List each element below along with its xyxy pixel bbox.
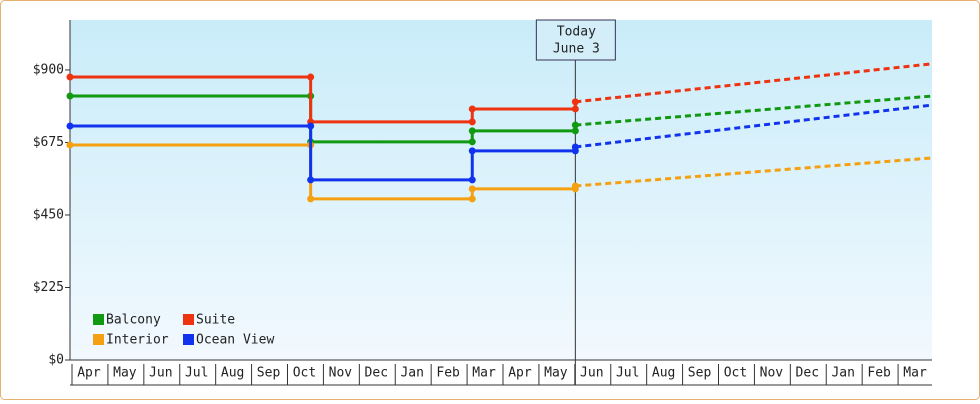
x-tick-label: Oct (293, 366, 316, 381)
marker (571, 127, 579, 135)
x-tick-label: Apr (77, 366, 101, 381)
x-tick-label: Jan (400, 366, 423, 381)
x-tick-label: Jan (831, 366, 854, 381)
today-box (535, 19, 616, 61)
marker (66, 141, 74, 149)
marker (468, 138, 476, 146)
x-tick-label: Dec (796, 366, 819, 381)
x-tick-label: Dec (365, 366, 388, 381)
marker (468, 127, 476, 135)
legend-swatch (93, 314, 104, 325)
marker (66, 92, 74, 100)
legend-label: Balcony (106, 313, 161, 328)
legend-label: Interior (106, 333, 169, 348)
y-tick-label: $0 (48, 353, 64, 368)
x-tick-label: Jun (149, 366, 172, 381)
marker (66, 73, 74, 81)
x-tick-label: Jul (185, 366, 208, 381)
y-tick-label: $450 (33, 207, 64, 222)
marker (307, 176, 315, 184)
x-tick-label: May (544, 366, 568, 381)
legend-label: Ocean View (196, 333, 274, 348)
marker (307, 73, 315, 81)
x-tick-label: Feb (867, 366, 891, 381)
x-tick-label: Nov (760, 366, 784, 381)
x-tick-label: Jun (580, 366, 603, 381)
x-tick-label: Oct (724, 366, 747, 381)
y-tick-label: $675 (33, 135, 64, 150)
x-tick-label: Feb (436, 366, 460, 381)
legend-swatch (183, 334, 194, 345)
marker (468, 176, 476, 184)
x-tick-label: Jul (616, 366, 639, 381)
x-tick-label: Sep (257, 366, 281, 381)
marker (468, 118, 476, 126)
legend-swatch (183, 314, 194, 325)
x-tick-label: Aug (652, 366, 675, 381)
legend-swatch (93, 334, 104, 345)
x-tick-label: Apr (508, 366, 532, 381)
marker (468, 185, 476, 193)
legend-label: Suite (196, 313, 235, 328)
today-label: Today (557, 25, 596, 40)
x-tick-label: Aug (221, 366, 244, 381)
marker (307, 122, 315, 130)
x-tick-label: Sep (688, 366, 712, 381)
today-label: June 3 (553, 42, 600, 57)
marker (307, 195, 315, 203)
marker (571, 105, 579, 113)
marker (468, 147, 476, 155)
y-tick-label: $225 (33, 280, 64, 295)
marker (468, 195, 476, 203)
y-tick-label: $900 (33, 62, 64, 77)
x-tick-label: Mar (472, 366, 496, 381)
x-tick-label: May (113, 366, 137, 381)
marker (468, 105, 476, 113)
x-tick-label: Nov (329, 366, 353, 381)
x-tick-label: Mar (903, 366, 927, 381)
marker (66, 122, 74, 130)
